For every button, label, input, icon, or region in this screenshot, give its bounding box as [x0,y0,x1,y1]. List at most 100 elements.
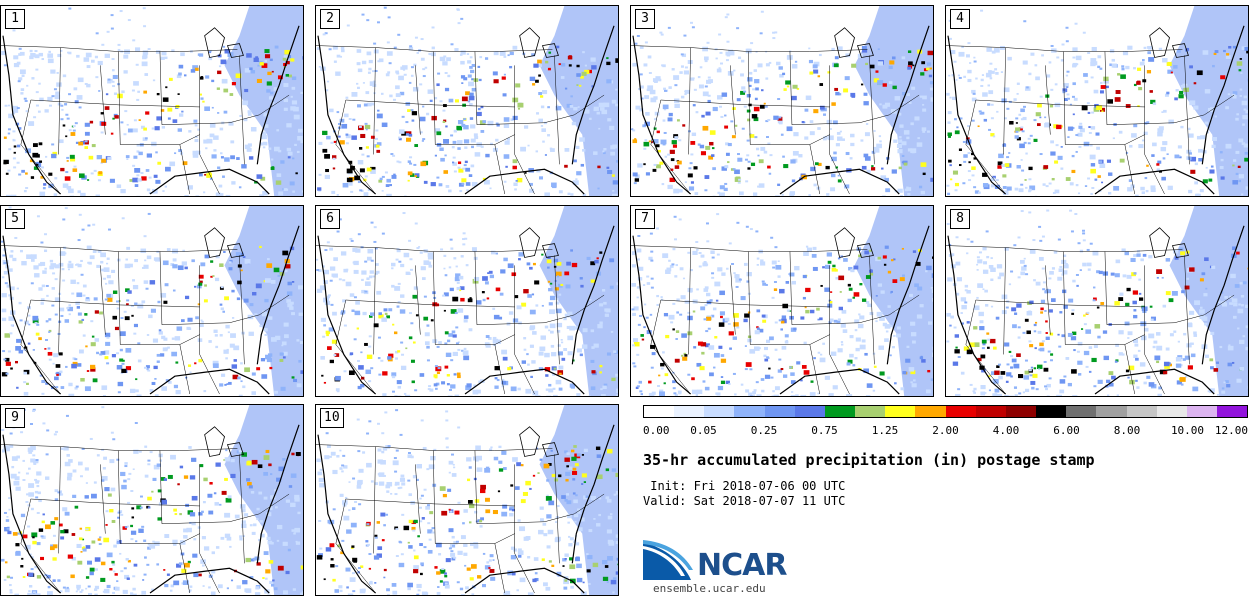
precip-cell [23,381,27,384]
precip-cell [94,557,101,562]
precip-cell [791,64,798,69]
precip-cell [14,476,20,481]
precip-cell [52,557,57,561]
precip-cell [67,554,74,559]
precip-cell [246,147,252,152]
precip-cell [755,87,759,91]
precip-cell [853,292,860,297]
precip-cell [200,76,204,78]
precip-cell [882,83,887,87]
precip-cell [981,74,985,76]
precip-cell [777,369,782,373]
precip-cell [964,284,969,288]
precip-cell [493,79,499,84]
precip-cell [576,393,581,396]
precip-cell [1020,259,1025,264]
precip-cell [777,275,781,278]
precip-cell [50,544,54,547]
precip-cell [1180,251,1186,256]
precip-cell [428,52,432,55]
precip-cell [1243,143,1248,148]
precip-cell [684,89,691,94]
precip-cell [1120,74,1126,79]
precip-cell [1075,63,1079,66]
precip-cell [356,327,360,330]
precip-cell [1071,312,1075,315]
precip-cell [1018,127,1023,131]
precip-cell [143,280,149,284]
precip-cell [22,348,26,351]
precip-cell [24,544,31,550]
precip-cell [601,394,606,396]
precip-cell [1224,295,1228,299]
precip-cell [1078,125,1083,129]
precip-cell [1,317,7,322]
precip-cell [203,390,207,393]
precip-cell [377,60,381,63]
precip-cell [242,385,246,389]
precip-cell [510,555,517,560]
precip-cell [592,562,599,568]
precip-cell [702,125,709,131]
precip-cell [563,579,570,585]
precip-cell [919,356,924,360]
precip-cell [397,486,401,490]
precip-cell [1103,79,1109,84]
precip-cell [188,446,192,449]
precip-cell [492,559,495,561]
precip-cell [960,371,965,375]
precip-cell [1188,152,1192,155]
precip-cell [270,158,274,161]
precip-cell [218,193,224,196]
precip-cell [530,375,533,378]
precip-cell [848,287,853,291]
precip-cell [765,77,769,80]
precip-cell [599,303,604,307]
precip-cell [702,91,709,97]
precip-cell [645,172,650,176]
precip-cell [457,308,464,313]
precip-cell [503,592,507,595]
precip-cell [147,496,152,501]
precip-cell [1235,117,1239,121]
precip-cell [1176,49,1181,53]
precip-cell [460,60,465,65]
heavy-precip-region-ne [539,405,618,595]
precip-cell [844,76,850,81]
precip-cell [78,213,82,216]
precip-cell [74,100,79,104]
precip-cell [977,357,982,362]
precip-cell [892,346,895,349]
precip-cell [467,298,473,303]
precip-cell [590,279,595,283]
precip-cell [1015,130,1019,133]
precip-cell [151,490,154,493]
precip-cell [26,84,29,87]
precip-cell [70,132,76,136]
precip-cell [590,386,596,391]
precip-cell [481,291,485,294]
precip-cell [378,314,384,319]
precip-cell [249,576,254,579]
state-boundary [1104,251,1108,325]
precip-cell [95,194,100,196]
precip-cell [363,103,368,107]
precip-cell [100,162,103,164]
precip-cell [48,172,53,176]
precip-cell [333,60,337,63]
precip-cell [514,486,520,490]
precip-cell [384,171,388,174]
precip-cell [869,272,874,276]
precip-cell [85,52,92,58]
precip-cell [911,150,915,154]
precip-cell [58,320,62,323]
precip-cell [1082,31,1086,34]
precip-cell [18,47,22,50]
precip-cell [38,528,44,532]
precip-cell [724,125,729,129]
precip-cell [105,510,109,513]
precip-cell [680,95,685,99]
precip-cell [270,473,273,476]
precip-cell [1118,352,1123,356]
precip-cell [1221,301,1226,305]
